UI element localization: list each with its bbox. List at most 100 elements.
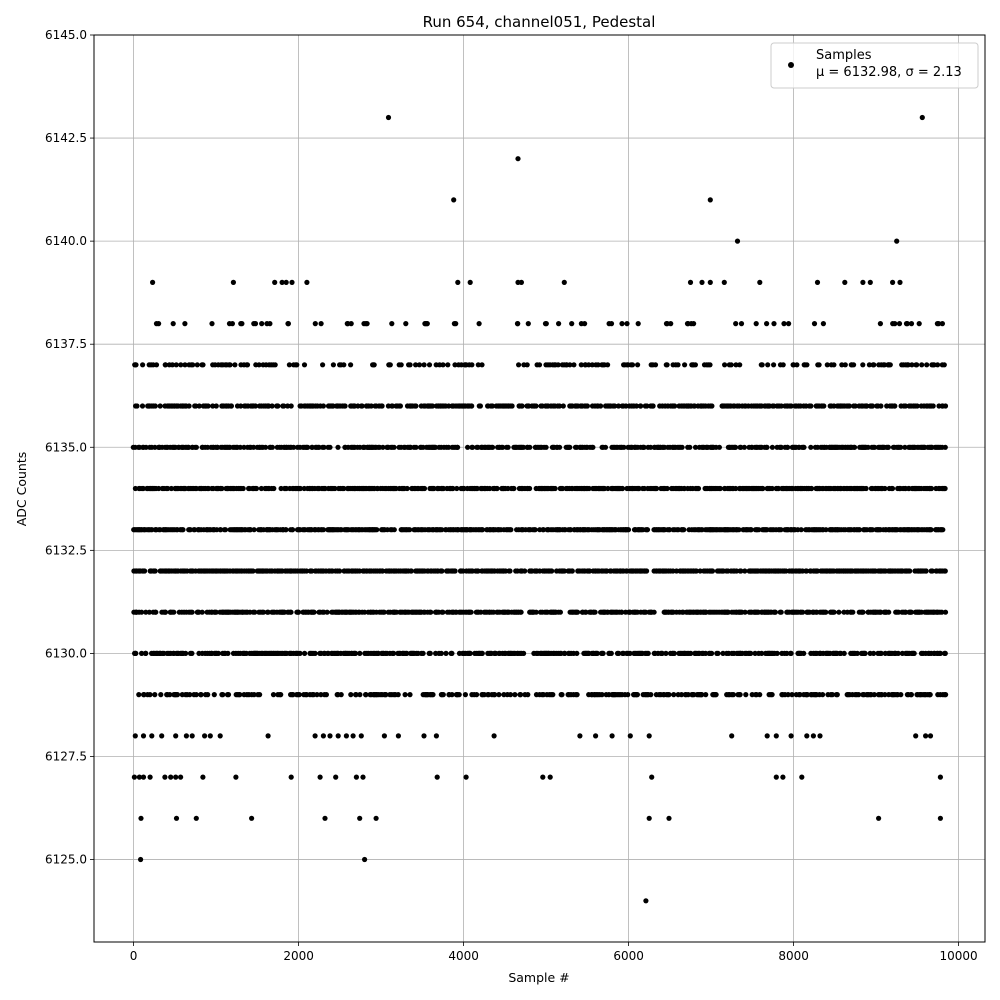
- data-point: [646, 733, 652, 739]
- data-point: [359, 403, 365, 409]
- data-point: [885, 444, 892, 450]
- data-point: [543, 321, 549, 327]
- data-point: [174, 692, 181, 698]
- data-point: [583, 609, 589, 615]
- y-tick-label: 6135.0: [45, 440, 87, 454]
- data-point: [664, 362, 670, 368]
- data-point: [759, 650, 765, 657]
- data-point: [318, 321, 324, 327]
- data-point: [171, 609, 177, 615]
- data-point: [443, 650, 449, 657]
- data-point: [729, 733, 735, 739]
- data-point: [943, 692, 949, 698]
- data-point: [733, 485, 739, 492]
- data-point: [854, 650, 860, 657]
- data-point: [205, 403, 211, 409]
- data-point: [288, 403, 294, 409]
- data-point: [722, 362, 728, 368]
- data-point: [335, 444, 341, 450]
- data-point: [584, 403, 591, 409]
- data-point: [913, 733, 919, 739]
- data-point: [902, 403, 909, 409]
- data-point: [180, 527, 186, 533]
- data-point: [213, 609, 219, 615]
- data-point: [519, 403, 525, 409]
- data-point: [178, 774, 184, 780]
- data-point: [803, 568, 810, 574]
- data-point: [619, 485, 626, 492]
- data-point: [455, 444, 461, 450]
- data-point: [742, 609, 748, 615]
- data-point: [627, 650, 633, 657]
- data-point: [379, 403, 385, 409]
- data-point: [856, 692, 862, 698]
- plot-frame: [93, 34, 986, 943]
- data-point: [207, 733, 213, 739]
- data-point: [898, 692, 904, 698]
- data-point: [942, 609, 949, 615]
- data-point: [290, 527, 296, 533]
- data-point: [452, 362, 458, 368]
- data-point: [357, 815, 363, 821]
- data-point: [296, 692, 302, 698]
- data-point: [831, 609, 837, 615]
- data-point: [283, 279, 289, 285]
- data-point: [150, 279, 156, 285]
- data-point: [919, 362, 925, 368]
- data-point: [327, 444, 333, 450]
- x-tick-label: 0: [130, 949, 138, 963]
- data-point: [421, 485, 428, 492]
- data-point: [413, 362, 419, 368]
- data-point: [801, 444, 807, 450]
- data-point: [851, 362, 857, 368]
- data-point: [251, 527, 257, 533]
- data-point: [600, 650, 606, 657]
- data-point: [748, 650, 754, 657]
- data-point: [183, 733, 189, 739]
- data-point: [512, 692, 518, 698]
- data-point: [785, 444, 791, 450]
- data-point: [814, 568, 821, 574]
- data-point: [162, 362, 168, 368]
- data-point: [769, 692, 775, 698]
- data-point: [892, 403, 898, 409]
- data-point: [664, 485, 670, 492]
- data-point: [469, 362, 475, 368]
- data-point: [257, 692, 263, 698]
- data-point: [433, 733, 439, 739]
- data-point: [567, 444, 573, 450]
- data-point: [500, 444, 506, 450]
- data-point: [624, 321, 630, 327]
- data-point: [892, 321, 898, 327]
- data-point: [158, 692, 164, 698]
- data-point: [312, 733, 318, 739]
- data-point: [559, 692, 565, 698]
- data-point: [769, 485, 775, 492]
- data-point: [265, 733, 271, 739]
- data-point: [133, 650, 139, 657]
- x-tick-label: 4000: [448, 949, 479, 963]
- data-point: [228, 403, 234, 409]
- data-point: [270, 692, 277, 698]
- data-point: [771, 321, 777, 327]
- data-point: [769, 444, 776, 450]
- data-point: [871, 650, 877, 657]
- data-point: [291, 444, 297, 450]
- data-point: [923, 568, 929, 574]
- data-point: [652, 362, 659, 368]
- data-point: [942, 650, 948, 657]
- data-point: [199, 609, 205, 615]
- data-point: [426, 362, 433, 368]
- data-point: [317, 774, 323, 780]
- data-point: [648, 444, 654, 450]
- data-point: [654, 485, 660, 492]
- data-point: [757, 279, 763, 285]
- data-point: [515, 156, 521, 162]
- data-point: [421, 733, 427, 739]
- data-point: [709, 568, 716, 574]
- data-point: [909, 362, 915, 368]
- data-point: [305, 444, 311, 450]
- data-point: [886, 609, 892, 615]
- data-point: [557, 609, 564, 615]
- data-point: [190, 362, 196, 368]
